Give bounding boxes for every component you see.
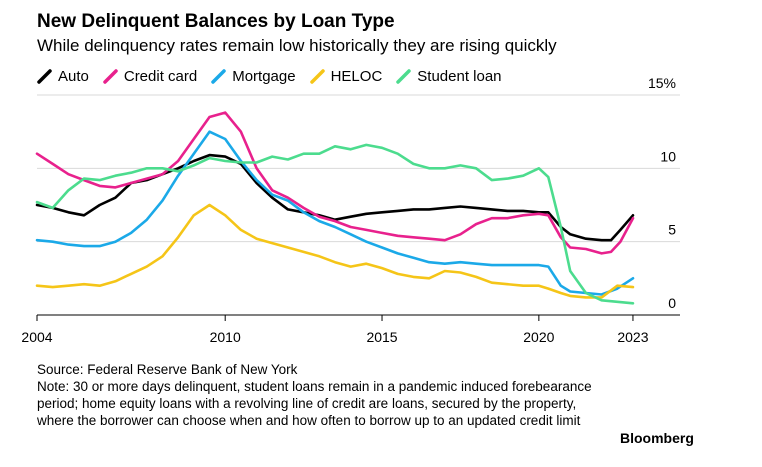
y-tick-label-15: 15% (648, 75, 676, 91)
legend-item-student-loan: Student loan (396, 68, 502, 85)
legend-label-student-loan: Student loan (417, 68, 502, 85)
source-note: Source: Federal Reserve Bank of New York (37, 362, 298, 377)
methodology-note: Note: 30 or more days delinquent, studen… (37, 379, 592, 428)
legend-swatch-mortgage (211, 69, 226, 84)
legend-swatch-student-loan (396, 69, 412, 84)
series-line-student-loan (35, 143, 635, 305)
legend-label-credit-card: Credit card (123, 68, 198, 85)
legend-item-mortgage: Mortgage (211, 68, 296, 85)
x-tick-label-2010: 2010 (210, 329, 241, 345)
legend-swatch-credit-card (103, 69, 118, 84)
bloomberg-logo: Bloomberg (620, 430, 694, 446)
chart-legend: Auto Credit card Mortgage HELOC Student loan (37, 68, 516, 85)
x-tick-label-2020: 2020 (523, 329, 554, 345)
line-chart: 0 5 10 15% 2004 2010 2015 2020 2023 (21, 75, 680, 345)
series-line-credit-card (35, 111, 635, 255)
x-tick-label-2004: 2004 (21, 329, 52, 345)
legend-swatch-auto (37, 69, 52, 84)
series-line-heloc (35, 203, 635, 299)
chart-footer: Source: Federal Reserve Bank of New York… (37, 361, 597, 429)
legend-item-credit-card: Credit card (103, 68, 197, 85)
x-tick-label-2015: 2015 (366, 329, 397, 345)
legend-label-auto: Auto (58, 68, 89, 85)
legend-label-heloc: HELOC (330, 68, 383, 85)
legend-item-auto: Auto (37, 68, 89, 85)
x-tick-label-2023: 2023 (617, 329, 648, 345)
legend-swatch-heloc (309, 69, 325, 84)
chart-subtitle: While delinquency rates remain low histo… (37, 36, 557, 55)
y-tick-label-0: 0 (668, 295, 676, 311)
y-tick-label-5: 5 (668, 222, 676, 238)
legend-item-heloc: HELOC (309, 68, 383, 85)
y-tick-label-10: 10 (660, 148, 676, 164)
legend-label-mortgage: Mortgage (232, 68, 296, 85)
chart-title: New Delinquent Balances by Loan Type (37, 11, 395, 32)
series-line-mortgage (35, 130, 635, 296)
